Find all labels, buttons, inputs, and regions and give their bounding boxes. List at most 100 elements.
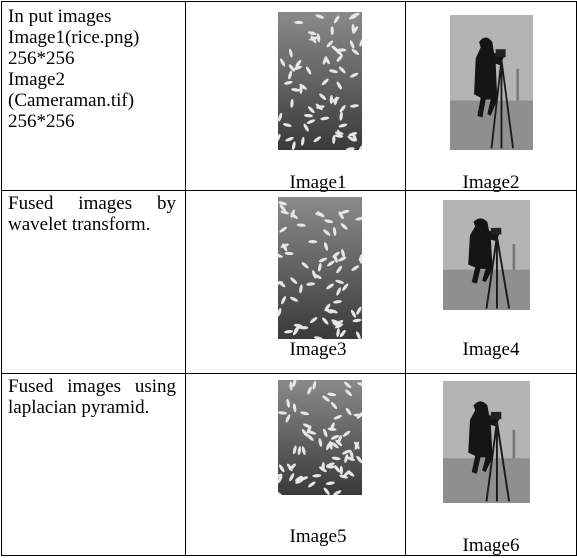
grain [357,382,362,387]
row-description: Fused images by wavelet transform. [8,193,176,235]
description-line: In put images [8,6,112,27]
grain [312,381,317,390]
grain [279,204,287,212]
grain [292,445,297,455]
grain [358,145,362,150]
grain [348,14,358,20]
grain [333,96,338,106]
camera [490,411,502,420]
grain [292,380,297,388]
grain [306,282,316,286]
grain [329,440,333,450]
grain [281,296,286,305]
grain [307,31,317,36]
image-caption: Image1 [289,172,347,193]
row-description: Fused images using laplacian pyramid. [8,376,176,418]
grain [285,414,291,423]
grain [337,48,347,52]
grain [338,211,344,220]
grain [301,429,308,437]
grain [327,260,335,267]
grain [290,277,298,284]
grain [289,296,299,302]
grain [278,464,285,473]
grain [289,381,293,391]
grain [306,119,316,124]
grain [295,475,303,482]
grain [280,58,286,67]
grain [355,331,361,339]
grain [317,262,322,272]
grain [323,428,328,438]
grain [330,434,340,440]
grain [308,240,318,244]
grain [335,48,343,56]
grain [336,54,343,62]
grain [338,66,346,74]
camera [495,49,506,58]
grain [329,309,338,314]
grain [318,438,323,447]
grain [336,265,343,274]
grain [306,425,312,434]
grain [313,136,322,143]
grain [315,103,323,111]
grain [342,283,349,291]
tripod [490,59,514,149]
table-border [1,555,577,556]
image-caption: Image5 [289,526,347,547]
table-border [1,1,2,556]
cameraman-image [443,381,530,503]
grain [339,105,346,113]
grain [325,481,335,486]
description-line: 256*256 [8,111,75,132]
grain [335,279,344,284]
grain [352,318,362,323]
grain [324,242,329,251]
grain [286,463,293,472]
grain [345,147,355,150]
grain [301,262,309,269]
image-bg [278,12,362,150]
grain [299,284,303,294]
grain [339,465,343,475]
grain [288,48,293,58]
grain [295,59,302,68]
grain [351,48,360,55]
grain [332,135,336,145]
grain [322,317,329,325]
grain [307,386,312,395]
grain [338,123,348,128]
grain [329,95,333,105]
grain [342,430,351,437]
grain [359,254,362,264]
grain [336,81,342,90]
grain [324,308,333,314]
grain [310,35,317,44]
grain [278,112,283,122]
image-caption: Image4 [462,339,520,360]
grain [330,422,335,431]
image-caption: Image6 [462,535,520,556]
grain [356,411,362,419]
grain [344,381,352,389]
grain [284,330,293,334]
description-line: 256*256 [8,48,75,69]
grain [331,456,341,461]
grain [326,283,334,290]
grain [326,40,334,48]
grain [322,395,330,402]
grain [330,26,334,36]
rice-image [278,12,362,150]
grain [305,66,312,75]
grain [345,407,352,416]
grain [351,265,360,271]
grain [354,441,360,450]
grain [330,401,338,410]
grain [318,257,328,263]
grain [334,464,341,473]
grain [341,248,345,258]
grain [349,104,359,108]
grain [278,280,286,288]
tower [516,69,519,101]
